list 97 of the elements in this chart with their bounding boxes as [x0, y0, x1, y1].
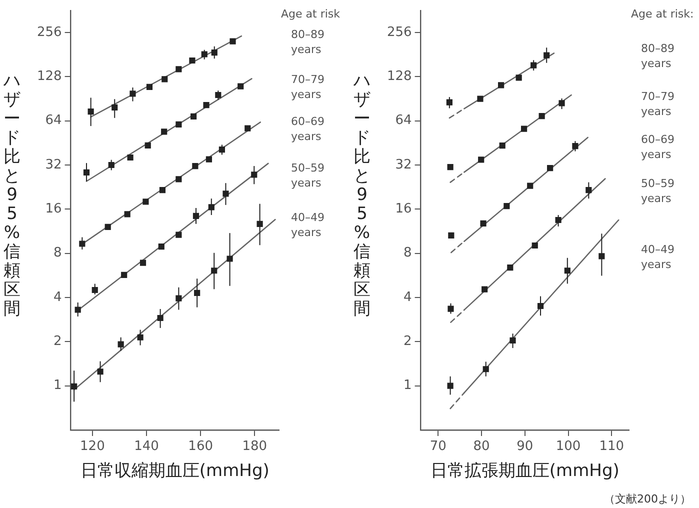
y-tick-label: 256: [386, 24, 412, 40]
point: [142, 198, 149, 205]
x-axis-title: 日常収縮期血圧(mmHg): [80, 461, 270, 482]
point: [140, 260, 146, 266]
point: [97, 368, 104, 375]
y-tick-label: 32: [395, 157, 412, 172]
point: [482, 286, 488, 292]
point: [480, 220, 486, 226]
y-tick-label: 2: [404, 334, 412, 350]
point: [532, 242, 538, 249]
text: 60–69 years: [291, 115, 324, 144]
x-axis-title: 日常拡張期血圧(mmHg): [430, 461, 620, 482]
point: [516, 74, 522, 81]
point: [222, 190, 229, 197]
point: [176, 232, 182, 238]
point: [510, 337, 516, 344]
y-tick-label: 1: [54, 378, 62, 394]
x-tick-label: 140: [134, 439, 159, 454]
text: ハザード比と95%信頼区間: [4, 71, 20, 319]
y-tick-label: 128: [386, 69, 412, 84]
point: [79, 240, 86, 247]
point: [504, 203, 510, 210]
point: [201, 51, 208, 58]
x-tick-label: 80: [473, 439, 490, 454]
y-tick-label: 1: [404, 378, 412, 394]
point: [121, 272, 128, 278]
text: 50–59 years: [641, 176, 674, 205]
point: [244, 125, 251, 132]
point: [203, 102, 210, 108]
point: [130, 90, 136, 97]
point: [477, 96, 484, 102]
point: [230, 38, 236, 44]
text: 80–89 years: [641, 42, 674, 70]
point: [189, 57, 196, 64]
point: [527, 182, 534, 189]
point: [448, 306, 454, 312]
point: [104, 224, 111, 230]
y-tick-label: 256: [36, 24, 62, 40]
text: 80–89 years: [291, 28, 324, 56]
x-tick-label: 100: [556, 439, 581, 454]
point: [498, 82, 504, 88]
point: [448, 232, 454, 238]
point: [176, 121, 182, 128]
point: [190, 113, 197, 120]
point: [192, 162, 198, 170]
text: ハザード比と95%信頼区間: [354, 71, 370, 319]
point: [499, 142, 506, 149]
point: [74, 306, 81, 313]
x-tick-label: 110: [599, 439, 624, 454]
y-tick-label: 16: [45, 202, 62, 217]
point: [547, 165, 554, 172]
point: [226, 256, 233, 262]
y-tick-label: 16: [395, 202, 412, 217]
y-tick-label: 2: [54, 334, 62, 350]
point: [176, 176, 182, 182]
point: [572, 142, 578, 150]
y-tick-label: 64: [45, 113, 62, 128]
y-tick-label: 128: [36, 69, 62, 84]
text: 40–49 years: [291, 210, 324, 239]
point: [162, 76, 168, 82]
point: [538, 113, 545, 120]
y-tick-label: 8: [54, 246, 62, 261]
text: 60–69 years: [641, 132, 674, 161]
point: [507, 264, 514, 271]
point: [176, 66, 182, 72]
y-tick-label: 4: [404, 290, 412, 305]
legend-title: Age at risk:: [631, 8, 694, 21]
point: [144, 142, 151, 148]
point: [238, 83, 244, 90]
point: [159, 187, 166, 194]
point: [520, 126, 528, 132]
point: [478, 156, 484, 163]
x-tick-label: 120: [80, 439, 105, 454]
point: [206, 156, 212, 162]
x-tick-label: 160: [188, 439, 214, 454]
text: 40–49 years: [641, 243, 674, 272]
legend-title: Age at risk: [281, 8, 341, 21]
text: 70–79 years: [291, 73, 324, 102]
y-tick-label: 32: [45, 157, 62, 172]
point: [158, 244, 164, 250]
text: （文献200より）: [604, 492, 691, 506]
y-tick-label: 8: [404, 246, 412, 261]
point: [208, 204, 214, 210]
point: [558, 100, 565, 106]
point: [447, 164, 454, 170]
x-tick-label: 70: [430, 439, 446, 454]
point: [118, 341, 124, 348]
y-tick-label: 64: [395, 113, 412, 128]
point: [146, 84, 153, 90]
x-tick-label: 90: [516, 439, 534, 454]
point: [124, 211, 130, 218]
text: 70–79 years: [641, 90, 674, 118]
y-tick-label: 4: [54, 290, 62, 305]
point: [127, 154, 134, 161]
point: [161, 128, 168, 135]
text: 50–59 years: [291, 162, 324, 190]
x-tick-label: 180: [242, 439, 268, 454]
